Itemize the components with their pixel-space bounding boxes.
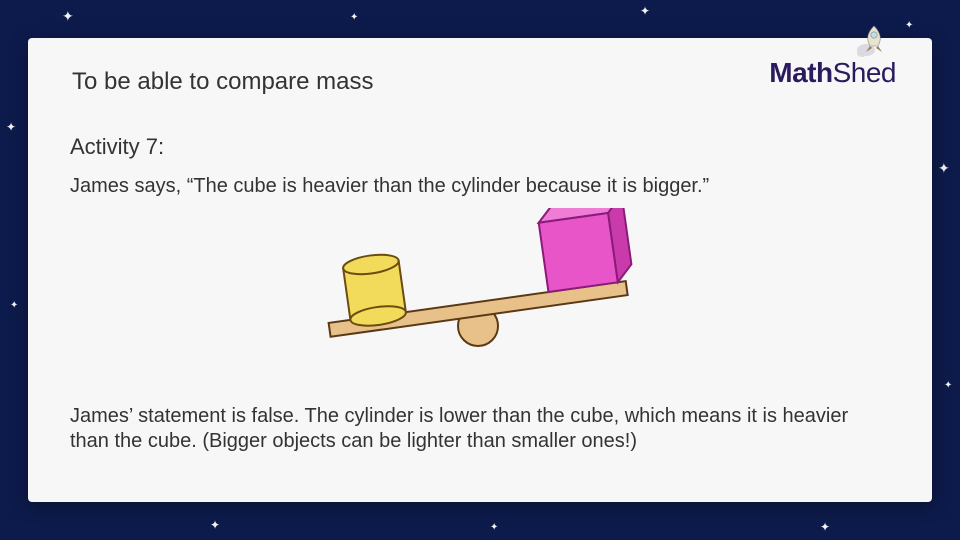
logo-text-light: Shed bbox=[833, 57, 896, 88]
lesson-objective: To be able to compare mass bbox=[72, 68, 374, 96]
logo-text: MathShed bbox=[769, 57, 896, 89]
activity-answer: James’ statement is false. The cylinder … bbox=[70, 404, 888, 454]
star-icon: ✦ bbox=[640, 4, 650, 18]
star-icon: ✦ bbox=[210, 518, 220, 532]
star-icon: ✦ bbox=[6, 120, 16, 134]
logo-text-bold: Math bbox=[769, 57, 832, 88]
star-icon: ✦ bbox=[905, 20, 913, 31]
star-icon: ✦ bbox=[938, 160, 950, 177]
star-icon: ✦ bbox=[350, 12, 358, 23]
brand-logo: MathShed bbox=[716, 26, 896, 91]
star-icon: ✦ bbox=[490, 522, 498, 533]
balance-diagram bbox=[288, 208, 668, 358]
activity-label: Activity 7: bbox=[70, 134, 164, 160]
content-panel: To be able to compare mass MathShed Acti… bbox=[28, 38, 932, 502]
star-icon: ✦ bbox=[944, 380, 952, 391]
star-icon: ✦ bbox=[10, 300, 18, 311]
star-icon: ✦ bbox=[62, 8, 74, 25]
rocket-icon bbox=[856, 22, 892, 58]
star-icon: ✦ bbox=[820, 520, 830, 534]
activity-prompt: James says, “The cube is heavier than th… bbox=[70, 174, 888, 198]
